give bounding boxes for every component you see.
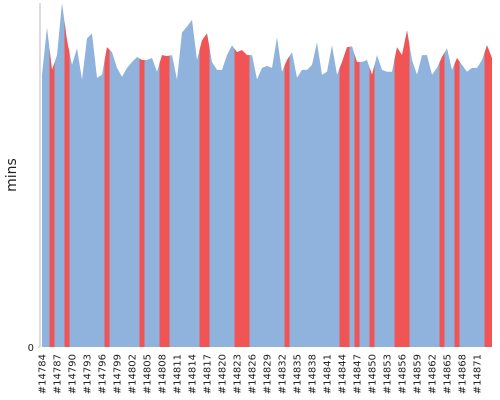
x-tick-label: #14808 [158, 354, 169, 394]
x-tick-label: #14826 [248, 354, 259, 394]
x-tick-label: #14871 [473, 354, 484, 394]
failed-build [139, 58, 145, 347]
x-tick-label: #14862 [428, 354, 439, 394]
failed-build [234, 48, 240, 348]
failed-build [164, 55, 170, 347]
x-tick-label: #14847 [353, 354, 364, 394]
failed-build [104, 47, 110, 347]
failed-build [244, 52, 250, 348]
x-tick-label: #14865 [443, 354, 454, 394]
x-tick-label: #14805 [143, 354, 154, 394]
x-tick-label: #14817 [203, 354, 214, 394]
failed-build [159, 55, 165, 347]
failed-build [64, 21, 70, 347]
x-tick-label: #14820 [218, 354, 229, 394]
failed-build [339, 54, 345, 347]
failed-build [344, 46, 350, 347]
area [42, 3, 492, 347]
failed-build [239, 50, 245, 347]
x-tick-label: #14814 [188, 354, 199, 394]
x-tick-label: #14790 [68, 354, 79, 394]
x-tick-label: #14835 [293, 354, 304, 394]
failed-build [439, 52, 445, 348]
failed-build [199, 36, 205, 348]
x-tick-label: #14829 [263, 354, 274, 394]
x-tick-label: #14868 [458, 354, 469, 394]
x-tick-label: #14799 [113, 354, 124, 394]
failed-build [49, 48, 55, 348]
x-tick-label: #14838 [308, 354, 319, 394]
x-tick-label: #14856 [398, 354, 409, 394]
x-tick-label: #14853 [383, 354, 394, 394]
failed-build [484, 45, 490, 348]
x-tick-label: #14784 [38, 354, 49, 394]
x-tick-label: #14811 [173, 354, 184, 394]
x-tick-label: #14796 [98, 354, 109, 394]
x-tick-label: #14793 [83, 354, 94, 394]
x-tick-label: #14841 [323, 354, 334, 394]
x-tick-label: #14832 [278, 354, 289, 394]
failed-build [454, 58, 460, 347]
failed-build [369, 64, 375, 348]
failed-build [394, 47, 400, 347]
y-tick-label: 0 [28, 343, 34, 354]
x-tick-label: #14844 [338, 354, 349, 394]
x-tick-label: #14859 [413, 354, 424, 394]
y-axis-label: mins [4, 158, 20, 192]
x-tick-label: #14802 [128, 354, 139, 394]
failed-build [354, 54, 360, 347]
failed-build [489, 51, 492, 347]
failed-build [399, 42, 405, 347]
failed-build [284, 56, 290, 348]
x-tick-label: #14823 [233, 354, 244, 394]
failed-build [404, 30, 410, 348]
x-tick-label: #14787 [53, 354, 64, 394]
x-tick-label: #14850 [368, 354, 379, 394]
failed-build [204, 33, 210, 348]
